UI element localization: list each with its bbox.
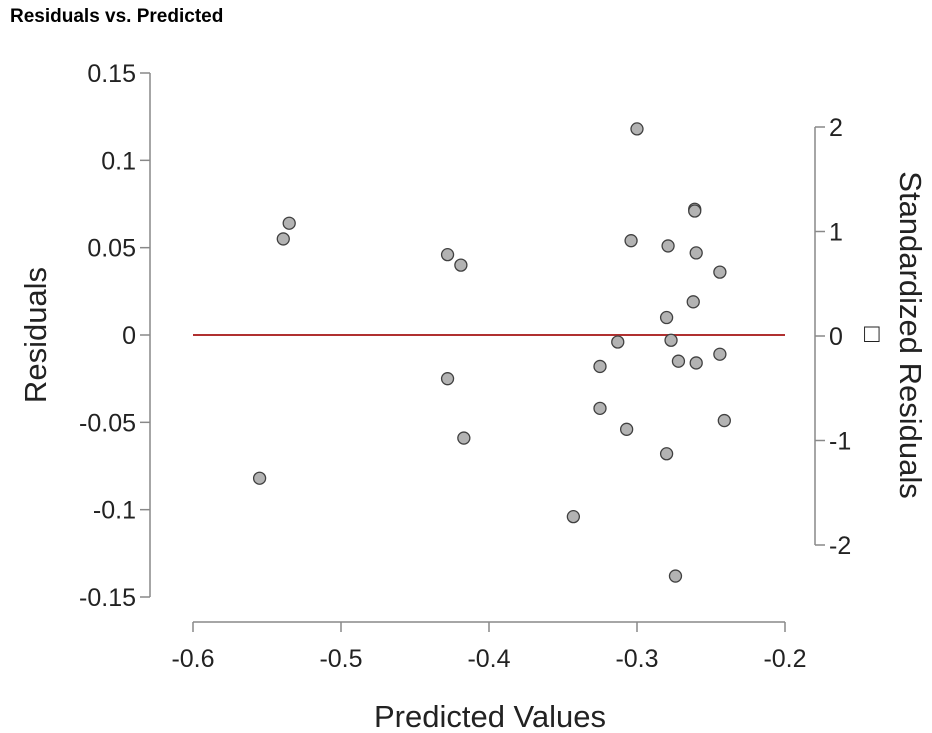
data-point <box>659 447 674 461</box>
data-points <box>252 122 731 583</box>
data-point <box>668 569 683 583</box>
y2-axis-label-box-glyph: □ <box>864 318 880 348</box>
y-tick-label: 0.15 <box>87 60 136 88</box>
y-tick-label: -0.05 <box>79 409 136 437</box>
data-point <box>252 471 267 485</box>
x-ticks: -0.6 -0.5 -0.4 -0.3 -0.2 <box>171 622 807 673</box>
y-tick-label: 0.1 <box>101 147 136 175</box>
data-point <box>457 431 471 445</box>
data-point <box>630 122 644 136</box>
y2-tick-label: -1 <box>829 428 851 456</box>
data-point <box>440 372 455 386</box>
data-point <box>593 359 607 374</box>
data-point <box>611 335 625 349</box>
data-point <box>624 234 638 248</box>
y-tick-label: -0.15 <box>79 584 136 612</box>
y2-axis-label: Standardized Residuals <box>893 171 928 498</box>
y2-ticks: -2 -1 0 1 2 <box>815 114 851 560</box>
y-ticks: -0.15 -0.1 -0.05 0 0.05 0.1 0.15 <box>79 60 150 612</box>
data-point <box>713 265 727 279</box>
y-tick-label: -0.1 <box>93 497 136 525</box>
x-tick-label: -0.4 <box>467 645 510 673</box>
data-point <box>659 310 674 325</box>
chart-title: Residuals vs. Predicted <box>10 6 224 27</box>
y2-tick-label: 0 <box>829 323 843 351</box>
y2-tick-label: 1 <box>829 219 843 247</box>
data-point <box>717 413 731 428</box>
x-tick-label: -0.2 <box>763 645 806 673</box>
y-tick-label: 0.05 <box>87 235 136 263</box>
data-point <box>713 347 727 361</box>
data-point <box>686 295 700 309</box>
data-point <box>566 510 581 524</box>
data-point <box>689 246 703 260</box>
x-axis-label: Predicted Values <box>374 699 606 733</box>
data-point <box>664 333 678 347</box>
x-tick-label: -0.5 <box>319 645 362 673</box>
data-point <box>689 356 703 370</box>
y2-tick-label: 2 <box>829 114 843 142</box>
y-tick-label: 0 <box>122 322 136 350</box>
data-point <box>671 354 686 368</box>
data-point <box>282 216 296 230</box>
x-tick-label: -0.3 <box>615 645 658 673</box>
data-point <box>593 401 607 416</box>
data-point <box>619 422 634 436</box>
data-point <box>454 258 468 272</box>
y-axis-label: Residuals <box>18 267 53 403</box>
data-point <box>688 204 702 218</box>
y2-tick-label: -2 <box>829 532 851 560</box>
data-point <box>661 239 675 253</box>
data-point <box>440 248 455 262</box>
x-tick-label: -0.6 <box>171 645 214 673</box>
data-point <box>276 232 290 246</box>
